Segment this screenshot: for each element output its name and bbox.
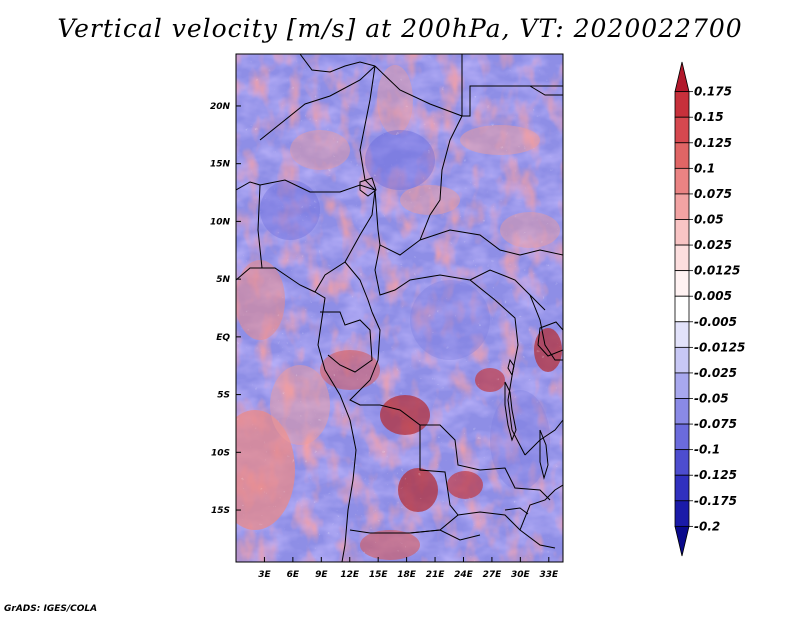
colorbar-bin xyxy=(674,193,690,220)
border-libya-chad xyxy=(374,65,463,117)
colorbar-bin xyxy=(674,346,690,374)
lon-label: 18E xyxy=(397,570,417,580)
colorbar-label: -0.05 xyxy=(694,392,729,406)
border-car-south xyxy=(374,244,496,301)
lake-malawi xyxy=(539,429,549,480)
border-algeria-libya xyxy=(299,54,376,73)
coastline xyxy=(236,267,357,562)
colorbar-bin xyxy=(674,423,690,451)
lakes xyxy=(359,177,563,515)
lon-label: 15E xyxy=(369,570,389,580)
axis-ticks xyxy=(236,105,550,562)
border-southsudan xyxy=(469,269,546,311)
lat-label: 10N xyxy=(210,217,231,227)
border-sudan-southsudan xyxy=(419,229,521,256)
colorbar-label: 0.025 xyxy=(694,238,732,252)
colorbar-label: -0.005 xyxy=(694,315,737,329)
border-ethiopia xyxy=(519,249,563,256)
colorbar-label: 0.1 xyxy=(694,161,715,175)
border-niger-north xyxy=(259,65,376,141)
lake-victoria xyxy=(537,321,563,357)
colorbar-label: -0.125 xyxy=(694,468,737,482)
border-congo-drc xyxy=(349,311,381,406)
colorbar-label: -0.075 xyxy=(694,417,737,431)
colorbar-bin xyxy=(674,474,690,502)
border-nigeria xyxy=(259,179,376,293)
border-chad-sudan xyxy=(419,115,463,241)
lon-label: 6E xyxy=(287,570,300,580)
colorbar-label: 0.05 xyxy=(694,212,724,226)
lat-label: 5S xyxy=(217,391,230,401)
colorbar-label: -0.175 xyxy=(694,494,737,508)
colorbar-bin xyxy=(674,142,690,169)
colorbar-bin xyxy=(674,167,690,195)
border-zambia-east xyxy=(479,467,551,501)
border-drc-angola xyxy=(379,404,481,471)
colorbar-bin xyxy=(674,321,690,348)
colorbar-bottom-triangle xyxy=(674,525,690,557)
border-gabon-congo xyxy=(320,311,373,373)
colorbar-bin xyxy=(674,295,690,323)
colorbar-bin xyxy=(674,91,690,118)
colorbar-label: -0.025 xyxy=(694,366,737,380)
lon-label: 30E xyxy=(511,570,531,580)
border-egypt-sudan xyxy=(461,54,563,117)
lon-label: 24E xyxy=(454,570,474,580)
colorbar-bin xyxy=(674,500,690,527)
border-niger-chad xyxy=(359,65,376,191)
border-zimbabwe xyxy=(457,511,556,549)
lon-label: 21E xyxy=(426,570,446,580)
lat-label: 15N xyxy=(210,160,231,170)
lake-chad xyxy=(359,177,377,197)
lake-kivu xyxy=(507,358,515,377)
lon-label: 9E xyxy=(315,570,328,580)
colorbar xyxy=(674,61,693,557)
border-eritrea xyxy=(529,85,563,96)
map-frame xyxy=(235,53,564,563)
lon-label: 3E xyxy=(258,570,271,580)
border-benin xyxy=(257,184,263,269)
lake-kariba xyxy=(504,507,529,515)
lon-label: 27E xyxy=(483,570,503,580)
lat-label: 15S xyxy=(211,506,230,516)
velocity-field xyxy=(236,54,563,562)
colorbar-labels: 0.175 0.15 0.125 0.1 0.075 0.05 0.025 0.0125 0.0… xyxy=(694,85,745,534)
border-tanzania xyxy=(524,419,563,456)
lon-label: 12E xyxy=(340,570,360,580)
lat-label: 5N xyxy=(216,275,230,285)
page-title: Vertical velocity [m/s] at 200hPa, VT: 2… xyxy=(57,14,743,43)
credit-label: GrADS: IGES/COLA xyxy=(4,604,98,614)
lat-label: 10S xyxy=(211,448,230,458)
longitude-labels: 3E 6E 9E 12E 15E 18E 21E 24E 27E 30E 33E xyxy=(258,570,559,580)
colorbar-bin xyxy=(674,270,690,297)
lat-label: EQ xyxy=(216,333,230,343)
lake-tanganyika xyxy=(504,381,517,442)
border-burkina xyxy=(236,181,261,191)
colorbar-label: 0.075 xyxy=(694,187,732,201)
border-cameroon xyxy=(344,261,373,313)
colorbar-bin xyxy=(674,116,690,144)
colorbar-label: -0.2 xyxy=(694,519,720,533)
colorbar-label: 0.175 xyxy=(694,85,732,99)
colorbar-bin xyxy=(674,372,690,399)
colorbar-bin xyxy=(674,244,690,272)
lat-label: 20N xyxy=(210,102,231,112)
colorbar-label: -0.0125 xyxy=(694,340,745,354)
colorbar-label: 0.15 xyxy=(694,110,724,124)
colorbar-label: 0.125 xyxy=(694,136,732,150)
colorbar-bin xyxy=(674,398,690,425)
colorbar-bin xyxy=(674,219,690,246)
lon-label: 33E xyxy=(539,570,559,580)
border-namibia xyxy=(409,529,481,541)
colorbar-label: 0.0125 xyxy=(694,264,740,278)
colorbar-label: -0.1 xyxy=(694,443,720,457)
latitude-labels: 20N 15N 10N 5N EQ 5S 10S 15S xyxy=(210,102,231,516)
colorbar-label: 0.005 xyxy=(694,289,732,303)
colorbar-top-triangle xyxy=(674,61,690,93)
border-uganda-kenya xyxy=(529,294,563,361)
colorbar-bin xyxy=(674,449,690,476)
